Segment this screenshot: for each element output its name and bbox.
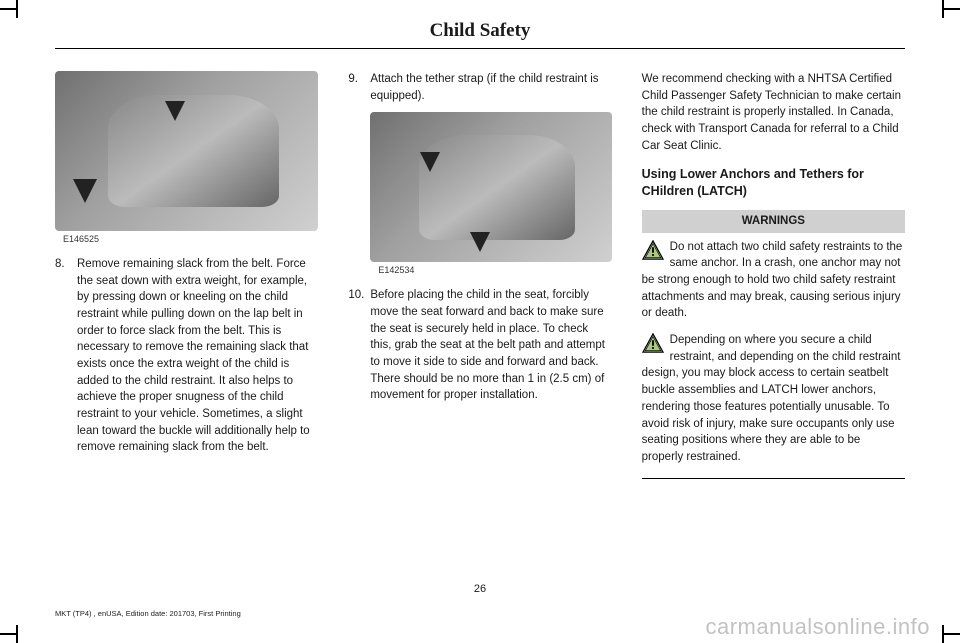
latch-subheading: Using Lower Anchors and Tethers for CHil…	[642, 166, 905, 200]
column-2: 9. Attach the tether strap (if the child…	[348, 71, 611, 479]
step-9: 9. Attach the tether strap (if the child…	[348, 71, 611, 104]
columns: E146525 8. Remove remaining slack from t…	[55, 71, 905, 479]
step-8: 8. Remove remaining slack from the belt.…	[55, 256, 318, 456]
warning-triangle-icon	[642, 240, 664, 260]
figure-e142534	[370, 112, 611, 262]
step-number: 8.	[55, 256, 77, 456]
warning-text: Depending on where you secure a child re…	[642, 334, 901, 463]
warning-text: Do not attach two child safety restraint…	[642, 241, 903, 320]
step-text: Attach the tether strap (if the child re…	[370, 71, 611, 104]
column-3: We recommend checking with a NHTSA Certi…	[642, 71, 905, 479]
warnings-rule	[642, 478, 905, 479]
step-10: 10. Before placing the child in the seat…	[348, 287, 611, 404]
footer-meta: MKT (TP4) , enUSA, Edition date: 201703,…	[55, 609, 241, 618]
step-number: 9.	[348, 71, 370, 104]
page-title: Child Safety	[55, 20, 905, 42]
page-number: 26	[55, 583, 905, 595]
figure-label: E146525	[63, 233, 318, 246]
step-number: 10.	[348, 287, 370, 404]
page-header: Child Safety	[55, 20, 905, 49]
step-text: Before placing the child in the seat, fo…	[370, 287, 611, 404]
intro-paragraph: We recommend checking with a NHTSA Certi…	[642, 71, 905, 154]
figure-label: E142534	[378, 264, 611, 277]
warning-2: Depending on where you secure a child re…	[642, 332, 905, 465]
watermark: carmanualsonline.info	[705, 614, 930, 640]
column-1: E146525 8. Remove remaining slack from t…	[55, 71, 318, 479]
step-text: Remove remaining slack from the belt. Fo…	[77, 256, 318, 456]
warning-1: Do not attach two child safety restraint…	[642, 239, 905, 322]
warning-triangle-icon	[642, 333, 664, 353]
page-content: Child Safety E146525 8. Remove remaining…	[55, 20, 905, 623]
warnings-header: WARNINGS	[642, 210, 905, 233]
figure-e146525	[55, 71, 318, 231]
